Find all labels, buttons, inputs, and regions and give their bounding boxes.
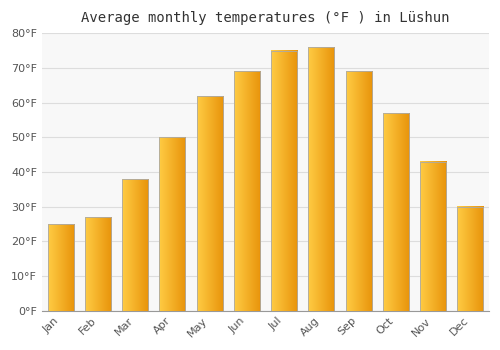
Bar xyxy=(271,50,297,310)
Bar xyxy=(196,96,222,310)
Bar xyxy=(382,113,409,310)
Bar xyxy=(160,137,186,310)
Bar xyxy=(346,71,372,310)
Title: Average monthly temperatures (°F ) in Lüshun: Average monthly temperatures (°F ) in Lü… xyxy=(81,11,450,25)
Bar xyxy=(196,96,222,310)
Bar xyxy=(420,161,446,310)
Bar xyxy=(234,71,260,310)
Bar xyxy=(271,50,297,310)
Bar xyxy=(420,161,446,310)
Bar xyxy=(122,179,148,310)
Bar xyxy=(122,179,148,310)
Bar xyxy=(48,224,74,310)
Bar xyxy=(457,206,483,310)
Bar xyxy=(346,71,372,310)
Bar xyxy=(234,71,260,310)
Bar xyxy=(457,206,483,310)
Bar xyxy=(85,217,111,310)
Bar xyxy=(382,113,409,310)
Bar xyxy=(160,137,186,310)
Bar xyxy=(48,224,74,310)
Bar xyxy=(308,47,334,310)
Bar xyxy=(308,47,334,310)
Bar xyxy=(85,217,111,310)
